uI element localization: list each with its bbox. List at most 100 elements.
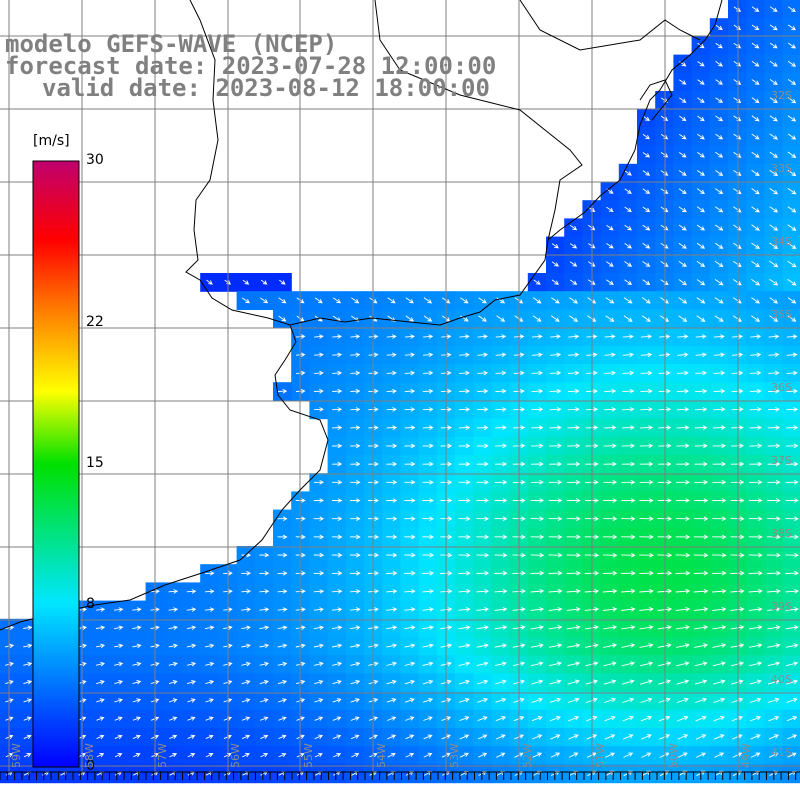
wind-arrow [404,516,416,521]
wind-arrow [730,625,745,630]
wind-arrow [168,625,179,631]
wind-arrow [715,79,723,85]
wind-arrow [404,425,416,430]
speed-cell [782,0,800,19]
wind-arrow [621,625,636,630]
wind-arrow [351,297,360,304]
wind-arrow [422,625,434,630]
wind-arrow [693,552,709,558]
wind-arrow [277,570,288,576]
wind-arrow [241,643,251,649]
wind-arrow [549,388,562,394]
wind-arrow [787,224,797,231]
wind-arrow [551,279,559,285]
wind-arrow [621,443,635,449]
wind-arrow [351,752,360,758]
wind-arrow [713,715,725,722]
wind-arrow [696,279,706,286]
wind-arrow [530,661,544,667]
wind-arrow [624,206,632,213]
wind-arrow [715,170,724,176]
wind-arrow [602,516,618,522]
wind-arrow [785,607,799,612]
wind-arrow [676,388,690,394]
wind-arrow [314,388,324,394]
wind-arrow [642,115,650,122]
wind-arrow [787,42,796,49]
wind-arrow [313,661,324,667]
wind-arrow [623,315,633,322]
wind-arrow [405,315,414,322]
wind-arrow [530,643,544,648]
wind-arrow [205,643,215,649]
wind-arrow [748,534,763,540]
wind-arrow [697,115,705,122]
wind-arrow [476,461,489,467]
wind-arrow [769,151,778,158]
wind-arrow [749,661,763,667]
wind-arrow [386,370,397,376]
wind-arrow [277,679,288,685]
wind-arrow [386,698,397,703]
wind-arrow [96,680,105,685]
wind-arrow [404,498,416,503]
wind-arrow [204,607,215,612]
wind-arrow [694,625,709,630]
wind-arrow [732,752,743,758]
wind-arrow [350,679,361,685]
wind-arrow [620,570,636,576]
wind-arrow [621,588,636,594]
wind-arrow [260,752,269,758]
wind-arrow [332,425,343,430]
speed-cell [782,109,800,128]
wind-arrow [386,480,398,485]
wind-arrow [788,6,796,13]
wind-arrow [639,570,654,576]
wind-arrow [769,133,778,140]
speed-cell [782,273,800,292]
wind-arrow [278,752,287,758]
wind-arrow [386,716,397,721]
wind-arrow [730,643,745,648]
wind-arrow [314,679,324,685]
wind-arrow [641,734,652,740]
wind-arrow [731,715,744,722]
wind-arrow [550,315,560,322]
speed-cell [782,309,800,329]
wind-arrow [531,334,543,339]
wind-arrow [169,753,178,758]
wind-arrow [642,170,651,176]
wind-arrow [621,606,636,612]
wind-arrow [168,680,178,685]
wind-arrow [694,498,709,503]
wind-arrow [678,242,687,249]
wind-arrow [749,697,762,703]
wind-arrow [567,443,581,449]
wind-arrow [458,516,471,522]
wind-arrow [786,425,799,430]
wind-arrow [494,461,508,467]
wind-arrow [714,279,724,286]
wind-arrow [495,697,507,703]
wind-arrow [639,443,654,449]
wind-arrow [23,680,33,685]
wind-arrow [714,242,724,249]
wind-arrow [639,606,654,612]
wind-arrow [676,661,690,667]
wind-arrow [169,734,178,740]
wind-arrow [386,607,398,612]
wind-arrow [713,734,725,740]
wind-arrow [458,679,470,685]
wind-arrow [658,425,672,430]
wind-arrow [204,589,215,594]
wind-arrow [693,516,709,522]
wind-arrow [769,6,778,12]
wind-arrow [640,352,653,358]
wind-arrow [566,479,581,485]
wind-arrow [422,607,434,612]
wind-arrow [386,643,398,649]
wind-arrow [639,552,654,558]
wind-arrow [531,407,544,412]
wind-arrow [748,588,763,594]
wind-arrow [567,697,580,703]
